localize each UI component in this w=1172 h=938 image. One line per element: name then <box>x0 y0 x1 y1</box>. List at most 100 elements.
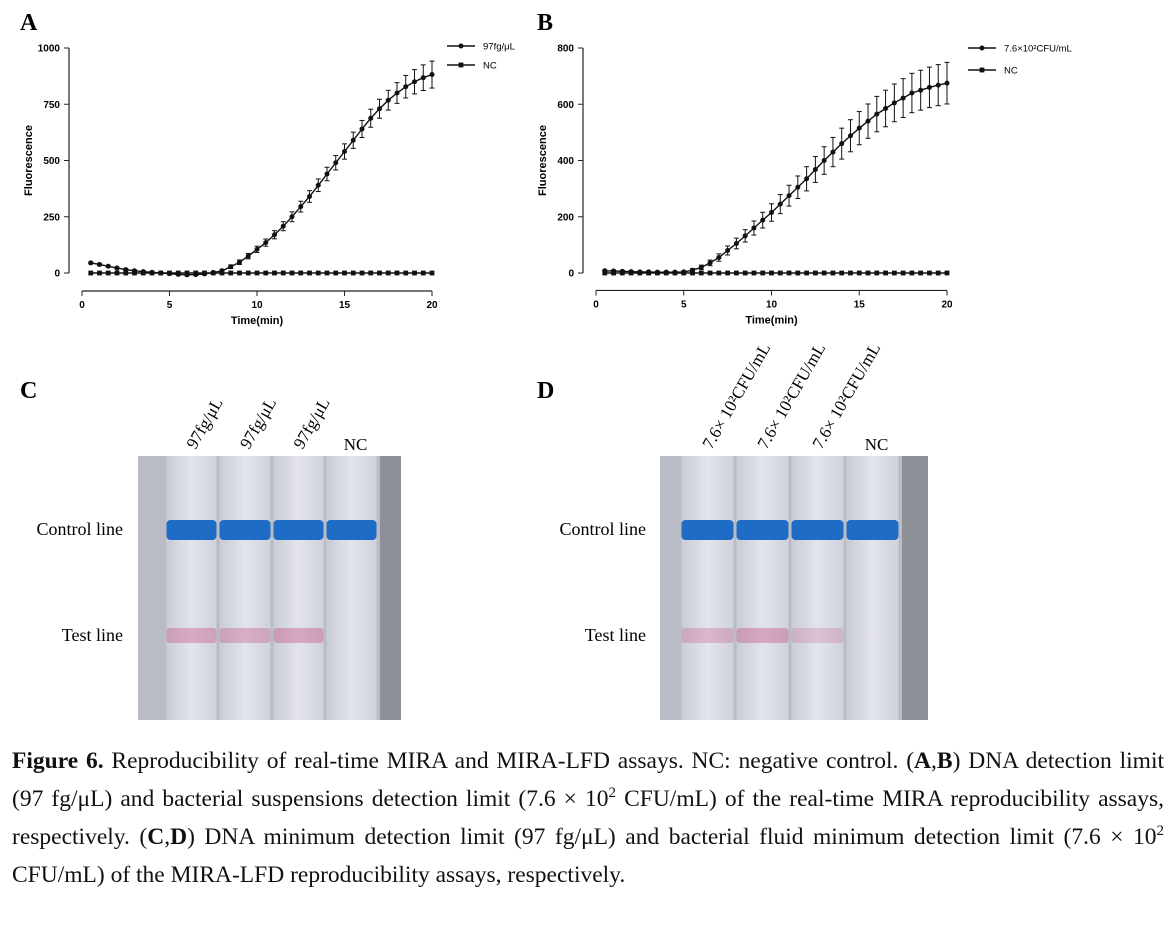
marker <box>812 167 818 172</box>
marker <box>289 270 295 276</box>
x-tick-label: 10 <box>251 300 263 311</box>
marker <box>385 270 391 276</box>
caption-run: CFU/mL) of the real-time MIRA reproducib… <box>12 786 1164 850</box>
marker <box>760 270 766 276</box>
marker <box>865 270 871 276</box>
control-band <box>791 520 844 540</box>
marker <box>429 270 435 276</box>
y-tick-label: 400 <box>557 156 574 167</box>
marker <box>909 270 915 276</box>
legend-label: 7.6×10²CFU/mL <box>1004 44 1072 55</box>
y-tick-label: 0 <box>568 269 574 280</box>
marker <box>377 106 382 112</box>
marker <box>105 263 111 269</box>
x-axis-label: Time(min) <box>231 315 284 327</box>
marker <box>611 270 616 276</box>
caption-run: A <box>914 748 932 774</box>
test-band <box>681 628 734 643</box>
marker <box>725 248 731 253</box>
marker <box>900 270 906 276</box>
marker <box>847 133 853 139</box>
marker <box>848 270 853 276</box>
marker <box>385 97 391 103</box>
caption-run: ) DNA minimum detection limit (97 fg/μL)… <box>187 824 1157 850</box>
marker <box>883 105 889 111</box>
marker <box>298 270 304 276</box>
caption-run: D <box>170 824 188 850</box>
strip <box>791 456 844 720</box>
marker <box>219 270 225 276</box>
marker <box>619 270 625 276</box>
caption-run: 2 <box>608 785 617 802</box>
legend-marker <box>458 62 464 68</box>
marker <box>804 176 810 182</box>
control-band <box>681 520 734 540</box>
control-label: Control line <box>37 519 124 539</box>
test-band <box>273 628 324 643</box>
marker <box>158 270 164 276</box>
marker <box>403 84 409 90</box>
marker <box>105 270 111 276</box>
marker <box>716 255 722 261</box>
x-tick-label: 10 <box>766 299 778 310</box>
panel-label: B <box>537 10 553 36</box>
lane-label: 97fg/μL <box>290 395 334 452</box>
marker <box>175 270 181 276</box>
marker <box>874 270 880 276</box>
marker <box>333 270 339 276</box>
marker <box>202 270 207 276</box>
marker <box>663 270 669 276</box>
x-axis-label: Time(min) <box>745 314 798 326</box>
marker <box>394 90 400 96</box>
y-tick-label: 0 <box>54 269 60 280</box>
marker <box>856 125 862 131</box>
strip <box>219 456 271 720</box>
marker <box>149 270 155 276</box>
marker <box>377 270 382 276</box>
series-line <box>90 73 433 276</box>
marker <box>760 217 766 223</box>
marker <box>228 264 234 270</box>
strip <box>846 456 899 720</box>
marker <box>254 270 260 276</box>
test-band <box>219 628 271 643</box>
marker <box>602 270 608 276</box>
lane-label: 97fg/μL <box>236 395 280 452</box>
marker <box>324 270 330 276</box>
marker <box>359 126 365 132</box>
strip <box>326 456 377 720</box>
x-tick-label: 15 <box>854 299 866 310</box>
caption-run: , <box>164 824 171 850</box>
marker <box>245 253 251 259</box>
marker <box>333 160 339 166</box>
marker <box>228 270 234 276</box>
caption-run: ) DNA detection limit (97 fg/μL) and bac… <box>12 748 1164 812</box>
marker <box>935 270 941 276</box>
y-tick-label: 250 <box>43 212 60 223</box>
marker <box>289 214 295 220</box>
marker <box>315 182 321 188</box>
x-tick-label: 5 <box>681 299 687 310</box>
marker <box>777 270 783 276</box>
marker <box>944 270 950 276</box>
marker <box>342 270 347 276</box>
marker <box>298 204 304 210</box>
marker <box>733 240 739 246</box>
marker <box>646 270 652 276</box>
panel-label: C <box>20 378 37 404</box>
marker <box>900 95 906 101</box>
marker <box>245 270 251 276</box>
marker <box>786 270 792 276</box>
strip <box>273 456 324 720</box>
marker <box>751 270 757 276</box>
test-label: Test line <box>62 625 123 645</box>
marker <box>368 270 374 276</box>
marker <box>734 270 739 276</box>
marker <box>927 270 932 276</box>
marker <box>88 260 94 266</box>
marker <box>891 270 897 276</box>
control-band <box>736 520 789 540</box>
marker <box>237 259 242 265</box>
marker <box>856 270 862 276</box>
